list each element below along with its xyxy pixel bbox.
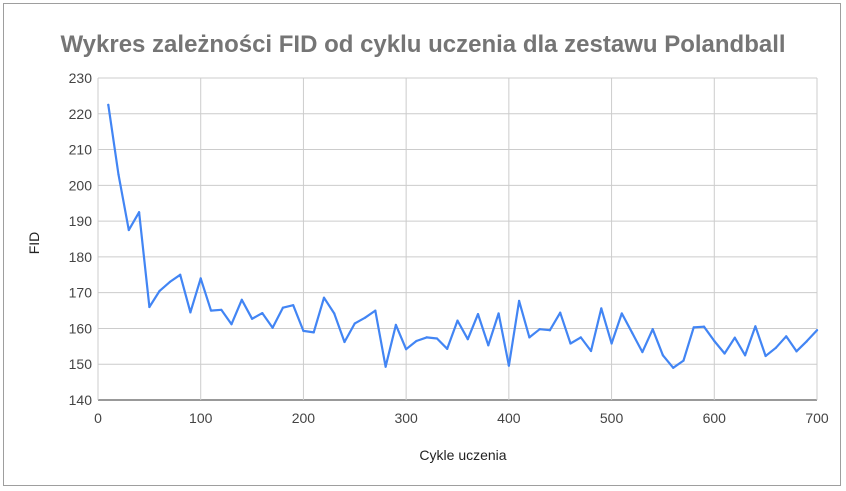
- data-point: [363, 316, 367, 319]
- data-point: [199, 277, 202, 280]
- data-point: [137, 211, 141, 214]
- x-axis-ticks: 0 100 200 300 400 500 600 700: [94, 410, 829, 426]
- data-point: [179, 273, 182, 276]
- data-point: [559, 311, 562, 314]
- data-point: [261, 311, 264, 315]
- data-point: [281, 306, 284, 309]
- data-point: [312, 331, 315, 334]
- data-point: [785, 335, 788, 338]
- data-point: [631, 331, 634, 334]
- data-point: [692, 326, 695, 329]
- data-point: [384, 365, 387, 368]
- data-point: [641, 350, 644, 354]
- data-point: [538, 328, 541, 331]
- data-point: [805, 340, 808, 343]
- data-point: [456, 319, 459, 322]
- data-point: [240, 298, 243, 301]
- data-point: [148, 305, 151, 309]
- data-point: [230, 323, 233, 326]
- data-point: [682, 359, 685, 362]
- x-tick-label: 0: [94, 410, 102, 426]
- y-tick-label: 180: [69, 249, 93, 265]
- y-tick-label: 220: [69, 106, 93, 122]
- data-point: [744, 354, 747, 357]
- y-axis-ticks: 140 150 160 170 180 190 200 210 220 230: [69, 70, 93, 408]
- data-point: [158, 289, 161, 292]
- data-point: [579, 336, 582, 339]
- data-point: [322, 296, 326, 299]
- data-point: [250, 317, 254, 320]
- x-tick-label: 600: [703, 410, 727, 426]
- data-point: [620, 312, 623, 315]
- y-tick-label: 140: [69, 392, 93, 408]
- y-tick-label: 150: [69, 356, 93, 372]
- data-point: [548, 329, 552, 332]
- data-point: [518, 299, 521, 302]
- data-point: [589, 349, 593, 353]
- data-point: [466, 338, 469, 341]
- y-tick-label: 190: [69, 213, 93, 229]
- data-point: [292, 304, 295, 307]
- y-axis-title: FID: [26, 232, 42, 255]
- data-point: [117, 173, 120, 176]
- data-point: [651, 328, 654, 331]
- data-point: [497, 312, 500, 315]
- data-point: [415, 339, 418, 343]
- data-point: [394, 323, 397, 326]
- data-point: [220, 308, 223, 311]
- data-point: [127, 228, 130, 232]
- data-point: [815, 329, 819, 332]
- y-tick-label: 160: [69, 320, 93, 336]
- x-tick-label: 500: [600, 410, 624, 426]
- data-point: [774, 346, 778, 349]
- data-point: [168, 280, 171, 284]
- data-point: [476, 313, 480, 316]
- y-tick-label: 170: [69, 285, 93, 301]
- data-point: [702, 325, 706, 328]
- y-tick-label: 200: [69, 177, 93, 193]
- x-tick-label: 300: [394, 410, 418, 426]
- gridlines: [97, 77, 818, 401]
- data-point: [610, 342, 613, 345]
- data-point: [209, 309, 213, 312]
- data-point: [343, 340, 346, 344]
- x-tick-label: 400: [497, 410, 521, 426]
- data-point: [569, 342, 572, 345]
- data-point: [435, 337, 439, 340]
- data-point: [487, 344, 490, 347]
- data-point: [507, 364, 510, 367]
- data-point: [189, 311, 192, 314]
- y-tick-label: 230: [69, 70, 93, 86]
- data-point: [764, 354, 767, 358]
- y-tick-label: 210: [69, 142, 93, 158]
- data-point: [795, 350, 798, 353]
- chart-title: Wykres zależności FID od cyklu uczenia d…: [60, 31, 785, 58]
- data-point: [271, 326, 274, 329]
- data-point: [528, 336, 531, 339]
- series-layer: [107, 103, 819, 369]
- data-point: [661, 354, 665, 357]
- x-tick-label: 200: [292, 410, 316, 426]
- x-tick-label: 100: [189, 410, 213, 426]
- x-tick-label: 700: [805, 410, 829, 426]
- data-point: [425, 336, 428, 339]
- data-point: [446, 347, 449, 350]
- data-point: [374, 309, 377, 312]
- data-point: [672, 366, 675, 369]
- data-point: [723, 352, 726, 355]
- data-point: [754, 325, 757, 328]
- data-point: [733, 336, 736, 339]
- data-point: [353, 322, 356, 325]
- data-point: [302, 329, 305, 333]
- data-point: [333, 312, 336, 315]
- data-point: [600, 307, 603, 310]
- data-point: [107, 103, 110, 106]
- x-axis-title: Cykle uczenia: [419, 447, 506, 463]
- fid-series-line: [107, 103, 819, 369]
- data-point: [405, 348, 408, 351]
- data-point: [713, 339, 716, 343]
